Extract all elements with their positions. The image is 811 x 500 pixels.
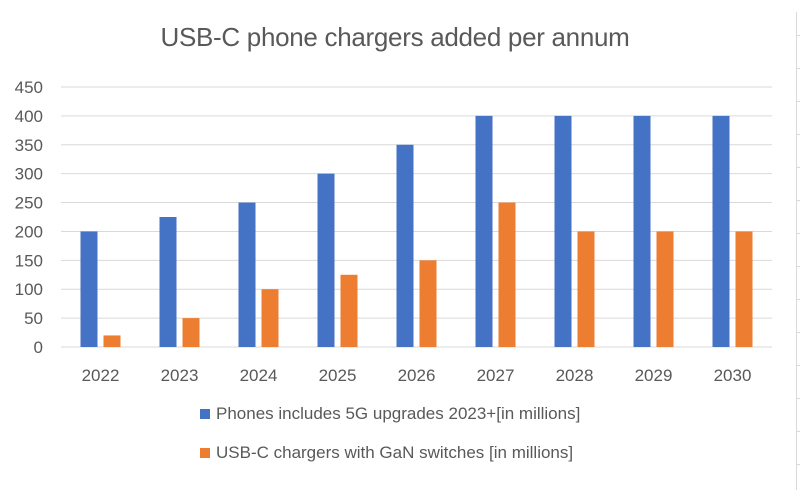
ruler-tick	[797, 266, 800, 267]
bar-chargers-2027[interactable]	[498, 202, 516, 347]
y-tick-label: 150	[15, 251, 43, 270]
legend-swatch-orange-icon	[200, 448, 210, 458]
legend-swatch-blue-icon	[200, 409, 210, 419]
x-tick-label: 2023	[161, 366, 199, 385]
legend-label: Phones includes 5G upgrades 2023+[in mil…	[216, 404, 581, 423]
legend-label: USB-C chargers with GaN switches [in mil…	[216, 443, 574, 462]
ruler-tick	[797, 101, 800, 102]
ruler-tick	[797, 134, 800, 135]
bar-phones-2024[interactable]	[238, 202, 256, 347]
ruler-tick	[797, 398, 800, 399]
bar-phones-2030[interactable]	[712, 115, 730, 347]
gridlines	[61, 86, 772, 348]
bar-phones-2027[interactable]	[475, 115, 493, 347]
x-tick-label: 2030	[714, 366, 752, 385]
ruler-tick	[797, 332, 800, 333]
bar-phones-2028[interactable]	[554, 115, 572, 347]
y-tick-label: 200	[15, 222, 43, 241]
x-tick-label: 2028	[556, 366, 594, 385]
bar-phones-2023[interactable]	[159, 217, 177, 347]
y-tick-label: 450	[15, 78, 43, 97]
y-tick-label: 400	[15, 107, 43, 126]
x-tick-label: 2025	[319, 366, 357, 385]
bars	[80, 115, 753, 347]
x-tick-label: 2022	[82, 366, 120, 385]
bar-chargers-2028[interactable]	[577, 231, 595, 347]
y-tick-label: 0	[34, 338, 43, 357]
bar-chargers-2026[interactable]	[419, 260, 437, 347]
bar-phones-2022[interactable]	[80, 231, 98, 347]
ruler-tick	[797, 35, 800, 36]
bar-phones-2026[interactable]	[396, 144, 414, 347]
chart-title: USB-C phone chargers added per annum	[160, 22, 630, 52]
bar-chargers-2023[interactable]	[182, 318, 200, 347]
bar-phones-2029[interactable]	[633, 115, 651, 347]
x-tick-label: 2026	[398, 366, 436, 385]
bar-chargers-2029[interactable]	[656, 231, 674, 347]
y-tick-label: 50	[24, 309, 43, 328]
x-tick-label: 2024	[240, 366, 278, 385]
y-tick-label: 100	[15, 280, 43, 299]
y-tick-label: 300	[15, 165, 43, 184]
y-tick-label: 250	[15, 194, 43, 213]
ruler-tick	[797, 299, 800, 300]
ruler-tick	[797, 365, 800, 366]
ruler-tick	[797, 431, 800, 432]
x-axis-ticks: 2022 2023 2024 2025 2026 2027 2028 2029 2030	[82, 366, 752, 385]
y-tick-label: 350	[15, 136, 43, 155]
ruler-tick	[797, 464, 800, 465]
bar-chargers-2025[interactable]	[340, 274, 358, 347]
x-tick-label: 2029	[635, 366, 673, 385]
bar-chargers-2022[interactable]	[103, 335, 121, 347]
ruler-tick	[797, 68, 800, 69]
ruler-tick	[797, 200, 800, 201]
bar-chargers-2030[interactable]	[735, 231, 753, 347]
ruler-tick	[797, 233, 800, 234]
legend-item-chargers[interactable]: USB-C chargers with GaN switches [in mil…	[200, 443, 573, 463]
bar-chargers-2024[interactable]	[261, 289, 279, 347]
y-axis-ticks: 0 50 100 150 200 250 300 350 400 450	[15, 78, 43, 357]
bar-phones-2025[interactable]	[317, 173, 335, 347]
x-tick-label: 2027	[477, 366, 515, 385]
ruler-tick	[797, 167, 800, 168]
side-ruler	[796, 12, 797, 490]
legend-item-phones[interactable]: Phones includes 5G upgrades 2023+[in mil…	[200, 404, 580, 424]
